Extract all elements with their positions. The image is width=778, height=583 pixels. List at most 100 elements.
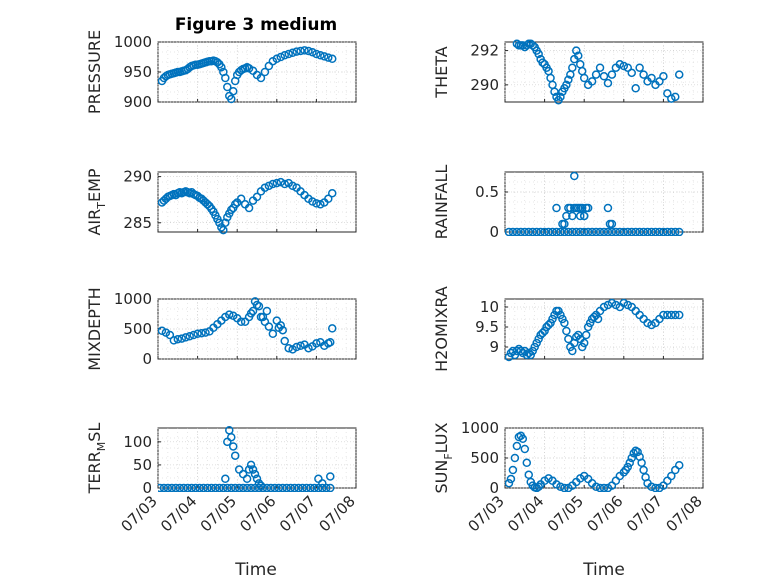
data-point — [643, 227, 652, 236]
data-point — [284, 343, 293, 353]
data-point — [603, 203, 613, 213]
data-point — [298, 483, 307, 492]
y-tick-label: 1000 — [114, 290, 152, 308]
data-point — [304, 343, 313, 353]
data-point — [577, 342, 587, 352]
data-point — [585, 318, 595, 328]
data-point — [221, 218, 230, 228]
data-point — [544, 320, 553, 330]
y-tick-label: 285 — [123, 214, 152, 232]
y-tick-label: 0.5 — [475, 183, 499, 201]
subplot-air-temp: 285 290 AIRTEMP — [85, 168, 357, 236]
data-point — [512, 227, 522, 236]
subplot-h2omixra: 9 9.5 10 H2OMIXRA — [432, 286, 704, 372]
data-point — [570, 171, 579, 181]
data-point — [552, 227, 561, 236]
x-axis-label-right: Time — [582, 560, 625, 580]
y-tick-label: 0 — [489, 479, 499, 497]
data-point — [575, 211, 585, 221]
data-point — [324, 194, 333, 204]
data-point — [639, 70, 648, 79]
data-point — [506, 474, 516, 484]
y-axis-label: SUNFLUX — [432, 422, 455, 493]
data-point — [326, 472, 335, 481]
data-point — [227, 432, 236, 442]
data-point — [607, 227, 617, 236]
data-point — [631, 84, 640, 93]
data-series — [158, 426, 335, 492]
data-point — [516, 346, 526, 356]
data-point — [619, 227, 629, 236]
data-point — [512, 441, 522, 451]
data-point — [581, 330, 591, 340]
data-point — [201, 328, 210, 337]
data-point — [217, 62, 226, 72]
data-point — [599, 227, 609, 236]
data-point — [169, 336, 179, 345]
data-point — [663, 310, 672, 320]
data-point — [534, 334, 543, 344]
data-point — [159, 483, 169, 492]
data-point — [566, 203, 575, 213]
data-point — [254, 483, 264, 492]
data-point — [246, 483, 256, 492]
data-point — [236, 194, 246, 204]
data-point — [623, 462, 633, 472]
data-point — [316, 50, 325, 60]
data-point — [655, 227, 664, 236]
data-point — [540, 227, 549, 236]
data-series — [505, 171, 684, 236]
data-point — [227, 94, 236, 104]
y-axis-label: PRESSURE — [85, 30, 104, 114]
y-axis-label: AIRTEMP — [85, 168, 108, 235]
data-point — [183, 483, 192, 492]
x-tick-label: 07/06 — [236, 492, 279, 535]
data-point — [258, 312, 268, 322]
data-point — [320, 52, 329, 61]
x-tick-label: 07/06 — [583, 492, 626, 535]
data-point — [236, 317, 246, 327]
data-point — [671, 92, 680, 102]
data-point — [568, 346, 577, 356]
data-point — [524, 227, 534, 236]
data-point — [556, 92, 565, 102]
data-point — [667, 471, 676, 481]
data-point — [274, 483, 284, 492]
y-tick-label: 290 — [470, 76, 499, 94]
data-point — [167, 483, 177, 492]
data-point — [579, 227, 589, 236]
y-tick-label: 1000 — [461, 419, 499, 437]
data-point — [312, 339, 321, 348]
data-point — [564, 334, 573, 344]
data-point — [615, 227, 625, 236]
data-point — [603, 78, 613, 88]
x-tick-label: 07/07 — [276, 492, 319, 535]
data-point — [280, 50, 289, 60]
data-point — [203, 483, 212, 492]
data-point — [671, 227, 680, 236]
data-point — [534, 482, 543, 492]
data-point — [674, 460, 684, 470]
data-point — [264, 181, 274, 191]
y-tick-label: 1000 — [114, 33, 152, 51]
y-tick-label: 50 — [133, 456, 152, 474]
data-point — [546, 318, 555, 328]
data-point — [270, 483, 280, 492]
data-point — [290, 483, 299, 492]
data-point — [574, 51, 583, 60]
data-point — [246, 460, 256, 470]
data-series — [505, 431, 684, 492]
data-point — [619, 468, 629, 477]
y-tick-label: 9.5 — [475, 318, 499, 336]
data-point — [572, 227, 581, 236]
data-point — [647, 482, 656, 492]
data-point — [284, 49, 293, 59]
data-point — [510, 453, 520, 463]
x-tick-label: 07/05 — [544, 492, 587, 535]
data-point — [651, 227, 660, 236]
data-point — [181, 333, 190, 342]
data-point — [238, 483, 248, 492]
data-point — [583, 227, 593, 236]
data-point — [199, 483, 208, 492]
